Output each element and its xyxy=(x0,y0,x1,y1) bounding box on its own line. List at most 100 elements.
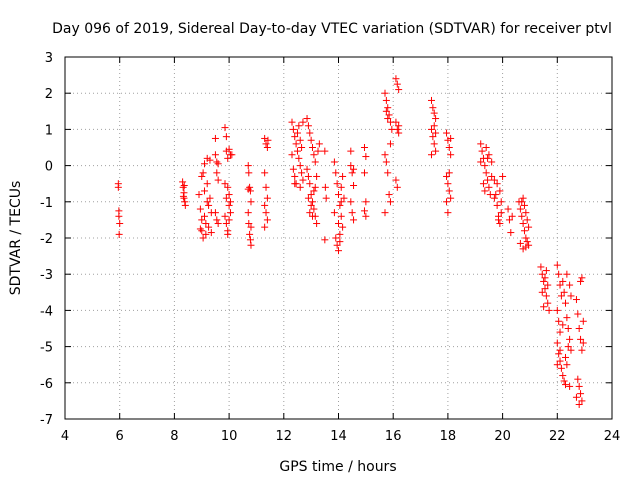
data-point xyxy=(181,198,189,206)
data-point xyxy=(314,147,322,155)
data-point xyxy=(523,238,531,246)
data-point xyxy=(333,180,341,188)
data-point xyxy=(575,401,583,409)
data-point xyxy=(263,216,271,224)
data-point xyxy=(348,209,356,217)
data-point xyxy=(432,147,440,155)
data-point xyxy=(382,107,390,115)
data-point xyxy=(555,350,563,358)
data-point xyxy=(385,191,393,199)
data-point xyxy=(221,124,229,132)
data-point xyxy=(485,151,493,159)
data-point xyxy=(335,191,342,199)
data-point xyxy=(213,158,221,166)
data-point xyxy=(224,154,232,162)
data-point xyxy=(562,381,570,389)
data-point xyxy=(339,172,347,180)
data-point xyxy=(296,162,304,170)
data-point xyxy=(477,158,485,166)
data-point xyxy=(427,125,435,133)
data-point xyxy=(288,151,296,159)
data-point xyxy=(544,299,552,307)
data-point xyxy=(205,201,213,209)
data-point xyxy=(362,212,370,220)
data-point xyxy=(198,216,206,224)
data-point xyxy=(559,321,567,329)
data-point xyxy=(202,220,210,228)
data-point xyxy=(578,397,586,405)
data-point xyxy=(298,144,306,151)
data-point xyxy=(321,147,329,155)
x-tick-label: 8 xyxy=(170,429,178,444)
data-point xyxy=(497,209,505,217)
data-point xyxy=(447,134,455,142)
data-point xyxy=(206,194,214,202)
data-point xyxy=(293,147,301,155)
data-point xyxy=(443,172,451,180)
data-point xyxy=(262,183,270,191)
data-point xyxy=(262,209,270,217)
data-point xyxy=(556,346,564,354)
data-point xyxy=(395,122,403,130)
data-point xyxy=(516,239,524,247)
data-point xyxy=(479,180,487,188)
data-point xyxy=(262,140,270,148)
data-point xyxy=(562,299,570,307)
y-tick-label: -2 xyxy=(40,232,53,247)
y-tick-label: 0 xyxy=(45,160,53,175)
data-point xyxy=(382,96,390,104)
data-point xyxy=(322,194,330,202)
data-point xyxy=(494,216,502,224)
data-point xyxy=(445,144,453,151)
y-tick-label: 3 xyxy=(45,51,53,66)
y-tick-label: -1 xyxy=(40,196,53,211)
data-point xyxy=(304,194,312,202)
data-point xyxy=(311,183,319,191)
data-point xyxy=(246,236,254,244)
data-point xyxy=(310,187,318,195)
data-point xyxy=(519,194,527,202)
data-point xyxy=(263,144,271,151)
data-series xyxy=(114,75,587,409)
data-point xyxy=(386,140,394,148)
data-point xyxy=(579,317,587,325)
data-point xyxy=(224,183,232,191)
data-point xyxy=(553,306,561,314)
x-tick-label: 22 xyxy=(549,429,566,444)
data-point xyxy=(198,227,206,235)
data-point xyxy=(481,162,489,170)
data-point xyxy=(557,292,565,300)
data-point xyxy=(518,198,526,206)
data-point xyxy=(261,169,269,177)
data-point xyxy=(360,169,368,177)
data-point xyxy=(496,187,504,195)
data-point xyxy=(226,209,234,217)
data-point xyxy=(313,172,321,180)
data-point xyxy=(347,147,355,155)
data-point xyxy=(336,230,344,238)
data-point xyxy=(484,176,492,184)
data-point xyxy=(307,136,315,144)
data-point xyxy=(563,361,571,369)
data-point xyxy=(538,270,546,278)
data-point xyxy=(492,191,500,199)
data-point xyxy=(445,187,453,195)
data-point xyxy=(347,162,355,170)
data-point xyxy=(306,180,314,188)
data-point xyxy=(203,198,211,206)
data-point xyxy=(221,180,229,188)
data-point xyxy=(482,169,490,177)
data-point xyxy=(579,339,587,347)
data-point xyxy=(115,212,123,220)
data-point xyxy=(179,192,187,200)
data-point xyxy=(556,281,564,289)
data-point xyxy=(306,129,314,137)
data-point xyxy=(222,220,230,228)
data-point xyxy=(522,209,530,217)
data-point xyxy=(427,151,435,159)
data-point xyxy=(115,230,123,238)
data-point xyxy=(386,198,394,206)
data-point xyxy=(520,227,528,235)
data-point xyxy=(336,238,344,246)
